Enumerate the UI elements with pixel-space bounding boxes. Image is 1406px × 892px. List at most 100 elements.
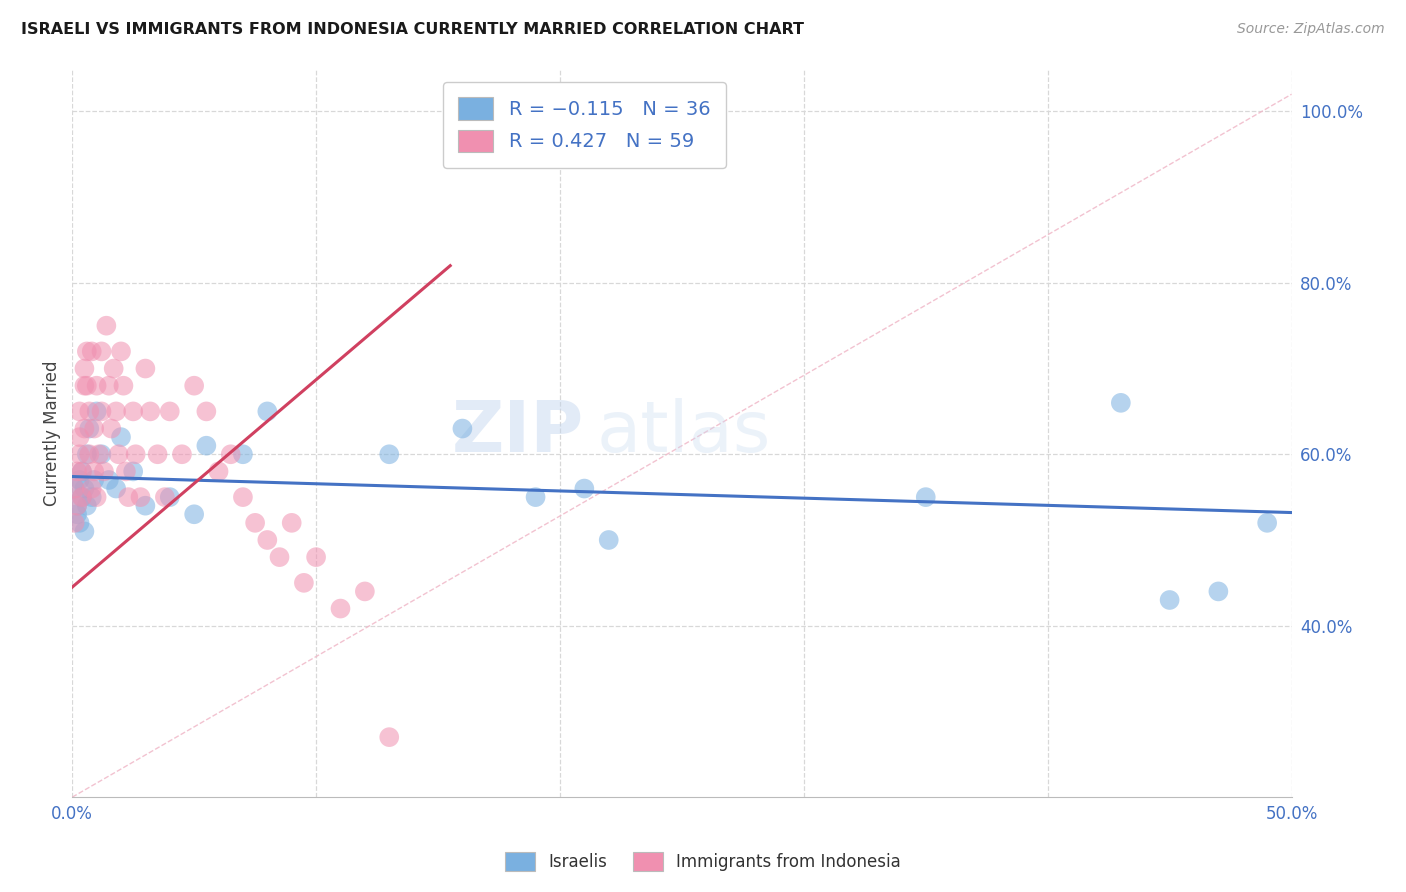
Point	[159, 404, 181, 418]
Point	[100, 421, 122, 435]
Point	[598, 533, 620, 547]
Point	[105, 404, 128, 418]
Point	[134, 499, 156, 513]
Point	[80, 344, 103, 359]
Point	[73, 421, 96, 435]
Point	[329, 601, 352, 615]
Point	[256, 404, 278, 418]
Point	[122, 464, 145, 478]
Point	[305, 550, 328, 565]
Point	[86, 490, 108, 504]
Point	[110, 430, 132, 444]
Point	[66, 464, 89, 478]
Point	[112, 378, 135, 392]
Point	[107, 447, 129, 461]
Point	[97, 378, 120, 392]
Legend: Israelis, Immigrants from Indonesia: Israelis, Immigrants from Indonesia	[496, 843, 910, 880]
Point	[76, 499, 98, 513]
Point	[103, 361, 125, 376]
Point	[66, 499, 89, 513]
Point	[134, 361, 156, 376]
Point	[243, 516, 266, 530]
Point	[66, 499, 89, 513]
Point	[1208, 584, 1230, 599]
Point	[354, 584, 377, 599]
Point	[73, 378, 96, 392]
Text: ISRAELI VS IMMIGRANTS FROM INDONESIA CURRENTLY MARRIED CORRELATION CHART: ISRAELI VS IMMIGRANTS FROM INDONESIA CUR…	[21, 22, 804, 37]
Point	[914, 490, 936, 504]
Point	[122, 404, 145, 418]
Point	[87, 447, 110, 461]
Point	[269, 550, 291, 565]
Point	[63, 482, 86, 496]
Point	[63, 516, 86, 530]
Point	[1109, 396, 1132, 410]
Point	[183, 508, 205, 522]
Point	[124, 447, 146, 461]
Point	[115, 464, 138, 478]
Point	[90, 404, 112, 418]
Point	[256, 533, 278, 547]
Text: atlas: atlas	[596, 399, 770, 467]
Point	[153, 490, 176, 504]
Point	[105, 482, 128, 496]
Point	[70, 464, 93, 478]
Point	[73, 524, 96, 539]
Point	[574, 482, 596, 496]
Point	[86, 404, 108, 418]
Point	[83, 473, 105, 487]
Point	[70, 490, 93, 504]
Point	[73, 361, 96, 376]
Point	[195, 404, 218, 418]
Text: Source: ZipAtlas.com: Source: ZipAtlas.com	[1237, 22, 1385, 37]
Legend: R = −0.115   N = 36, R = 0.427   N = 59: R = −0.115 N = 36, R = 0.427 N = 59	[443, 82, 725, 168]
Point	[129, 490, 152, 504]
Point	[66, 508, 89, 522]
Point	[79, 447, 101, 461]
Point	[159, 490, 181, 504]
Point	[76, 378, 98, 392]
Point	[73, 482, 96, 496]
Point	[79, 404, 101, 418]
Point	[83, 464, 105, 478]
Point	[76, 344, 98, 359]
Point	[69, 430, 91, 444]
Point	[93, 464, 115, 478]
Point	[117, 490, 139, 504]
Point	[63, 482, 86, 496]
Point	[378, 730, 401, 744]
Point	[378, 447, 401, 461]
Point	[207, 464, 229, 478]
Text: ZIP: ZIP	[453, 399, 585, 467]
Point	[280, 516, 302, 530]
Point	[97, 473, 120, 487]
Point	[69, 473, 91, 487]
Point	[451, 421, 474, 435]
Point	[69, 447, 91, 461]
Point	[76, 447, 98, 461]
Point	[292, 575, 315, 590]
Point	[183, 378, 205, 392]
Point	[90, 344, 112, 359]
Point	[1256, 516, 1278, 530]
Point	[110, 344, 132, 359]
Point	[83, 421, 105, 435]
Point	[96, 318, 118, 333]
Point	[79, 421, 101, 435]
Point	[524, 490, 547, 504]
Point	[232, 490, 254, 504]
Y-axis label: Currently Married: Currently Married	[44, 360, 60, 506]
Point	[232, 447, 254, 461]
Point	[195, 439, 218, 453]
Point	[70, 464, 93, 478]
Point	[170, 447, 193, 461]
Point	[146, 447, 169, 461]
Point	[80, 490, 103, 504]
Point	[69, 404, 91, 418]
Point	[69, 516, 91, 530]
Point	[1159, 593, 1181, 607]
Point	[219, 447, 242, 461]
Point	[139, 404, 162, 418]
Point	[80, 482, 103, 496]
Point	[70, 490, 93, 504]
